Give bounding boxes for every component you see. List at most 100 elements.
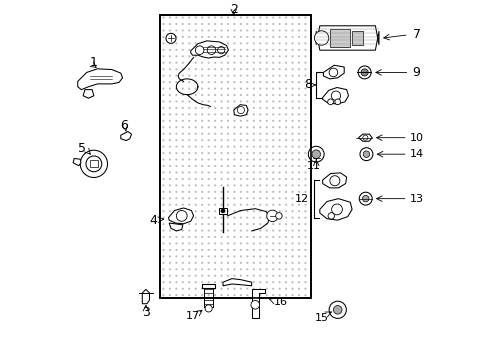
Circle shape xyxy=(214,126,216,129)
Circle shape xyxy=(188,126,190,129)
Circle shape xyxy=(207,62,209,64)
Circle shape xyxy=(233,100,235,103)
Circle shape xyxy=(201,249,203,251)
Circle shape xyxy=(168,75,171,77)
Polygon shape xyxy=(323,65,344,79)
Circle shape xyxy=(265,30,267,32)
Circle shape xyxy=(297,100,300,103)
Circle shape xyxy=(188,113,190,116)
Circle shape xyxy=(252,178,254,180)
Circle shape xyxy=(233,62,235,64)
Circle shape xyxy=(182,87,183,90)
Circle shape xyxy=(188,236,190,238)
Circle shape xyxy=(278,152,280,154)
Circle shape xyxy=(265,171,267,174)
Circle shape xyxy=(162,178,164,180)
Circle shape xyxy=(271,210,274,212)
Circle shape xyxy=(214,113,216,116)
Circle shape xyxy=(220,126,222,129)
Circle shape xyxy=(233,49,235,51)
Circle shape xyxy=(207,158,209,161)
Circle shape xyxy=(233,262,235,264)
Circle shape xyxy=(259,17,261,19)
Circle shape xyxy=(259,133,261,135)
Circle shape xyxy=(239,139,242,141)
Circle shape xyxy=(278,100,280,103)
Circle shape xyxy=(162,281,164,283)
Circle shape xyxy=(271,100,274,103)
Circle shape xyxy=(278,210,280,212)
Circle shape xyxy=(220,165,222,167)
Circle shape xyxy=(226,23,228,25)
Circle shape xyxy=(194,178,196,180)
Circle shape xyxy=(207,229,209,231)
Circle shape xyxy=(207,94,209,96)
Circle shape xyxy=(162,242,164,244)
Circle shape xyxy=(278,184,280,186)
Circle shape xyxy=(162,49,164,51)
Circle shape xyxy=(239,184,242,186)
Circle shape xyxy=(246,87,248,90)
Circle shape xyxy=(168,113,171,116)
Circle shape xyxy=(252,62,254,64)
Circle shape xyxy=(259,49,261,51)
Circle shape xyxy=(304,68,306,70)
Circle shape xyxy=(188,294,190,296)
Circle shape xyxy=(271,171,274,174)
Circle shape xyxy=(207,152,209,154)
Circle shape xyxy=(162,255,164,257)
Circle shape xyxy=(239,75,242,77)
Circle shape xyxy=(220,113,222,116)
Circle shape xyxy=(201,152,203,154)
Circle shape xyxy=(246,229,248,231)
Circle shape xyxy=(285,249,286,251)
Circle shape xyxy=(291,236,293,238)
Circle shape xyxy=(233,242,235,244)
Circle shape xyxy=(207,36,209,38)
Circle shape xyxy=(214,68,216,70)
Circle shape xyxy=(207,262,209,264)
Circle shape xyxy=(331,204,342,215)
Circle shape xyxy=(201,81,203,83)
Circle shape xyxy=(246,191,248,193)
Circle shape xyxy=(201,281,203,283)
Circle shape xyxy=(233,55,235,57)
Circle shape xyxy=(271,204,274,206)
Circle shape xyxy=(168,87,171,90)
Circle shape xyxy=(207,126,209,129)
Circle shape xyxy=(291,42,293,44)
Circle shape xyxy=(233,268,235,270)
Circle shape xyxy=(168,62,171,64)
Circle shape xyxy=(207,197,209,199)
Circle shape xyxy=(278,55,280,57)
Circle shape xyxy=(265,100,267,103)
Circle shape xyxy=(162,184,164,186)
Circle shape xyxy=(252,30,254,32)
Circle shape xyxy=(304,262,306,264)
Circle shape xyxy=(239,281,242,283)
Circle shape xyxy=(220,275,222,277)
Circle shape xyxy=(265,81,267,83)
Circle shape xyxy=(175,100,177,103)
Circle shape xyxy=(259,171,261,174)
Circle shape xyxy=(304,42,306,44)
Circle shape xyxy=(252,262,254,264)
Circle shape xyxy=(304,36,306,38)
Circle shape xyxy=(194,229,196,231)
Circle shape xyxy=(162,87,164,90)
Circle shape xyxy=(168,255,171,257)
Circle shape xyxy=(188,120,190,122)
Circle shape xyxy=(291,223,293,225)
Circle shape xyxy=(328,68,337,77)
Circle shape xyxy=(233,81,235,83)
Circle shape xyxy=(265,133,267,135)
Circle shape xyxy=(259,36,261,38)
Circle shape xyxy=(175,133,177,135)
Circle shape xyxy=(275,213,282,219)
Circle shape xyxy=(252,126,254,129)
Circle shape xyxy=(252,217,254,219)
Circle shape xyxy=(239,36,242,38)
Circle shape xyxy=(162,275,164,277)
Circle shape xyxy=(304,94,306,96)
Circle shape xyxy=(182,255,183,257)
